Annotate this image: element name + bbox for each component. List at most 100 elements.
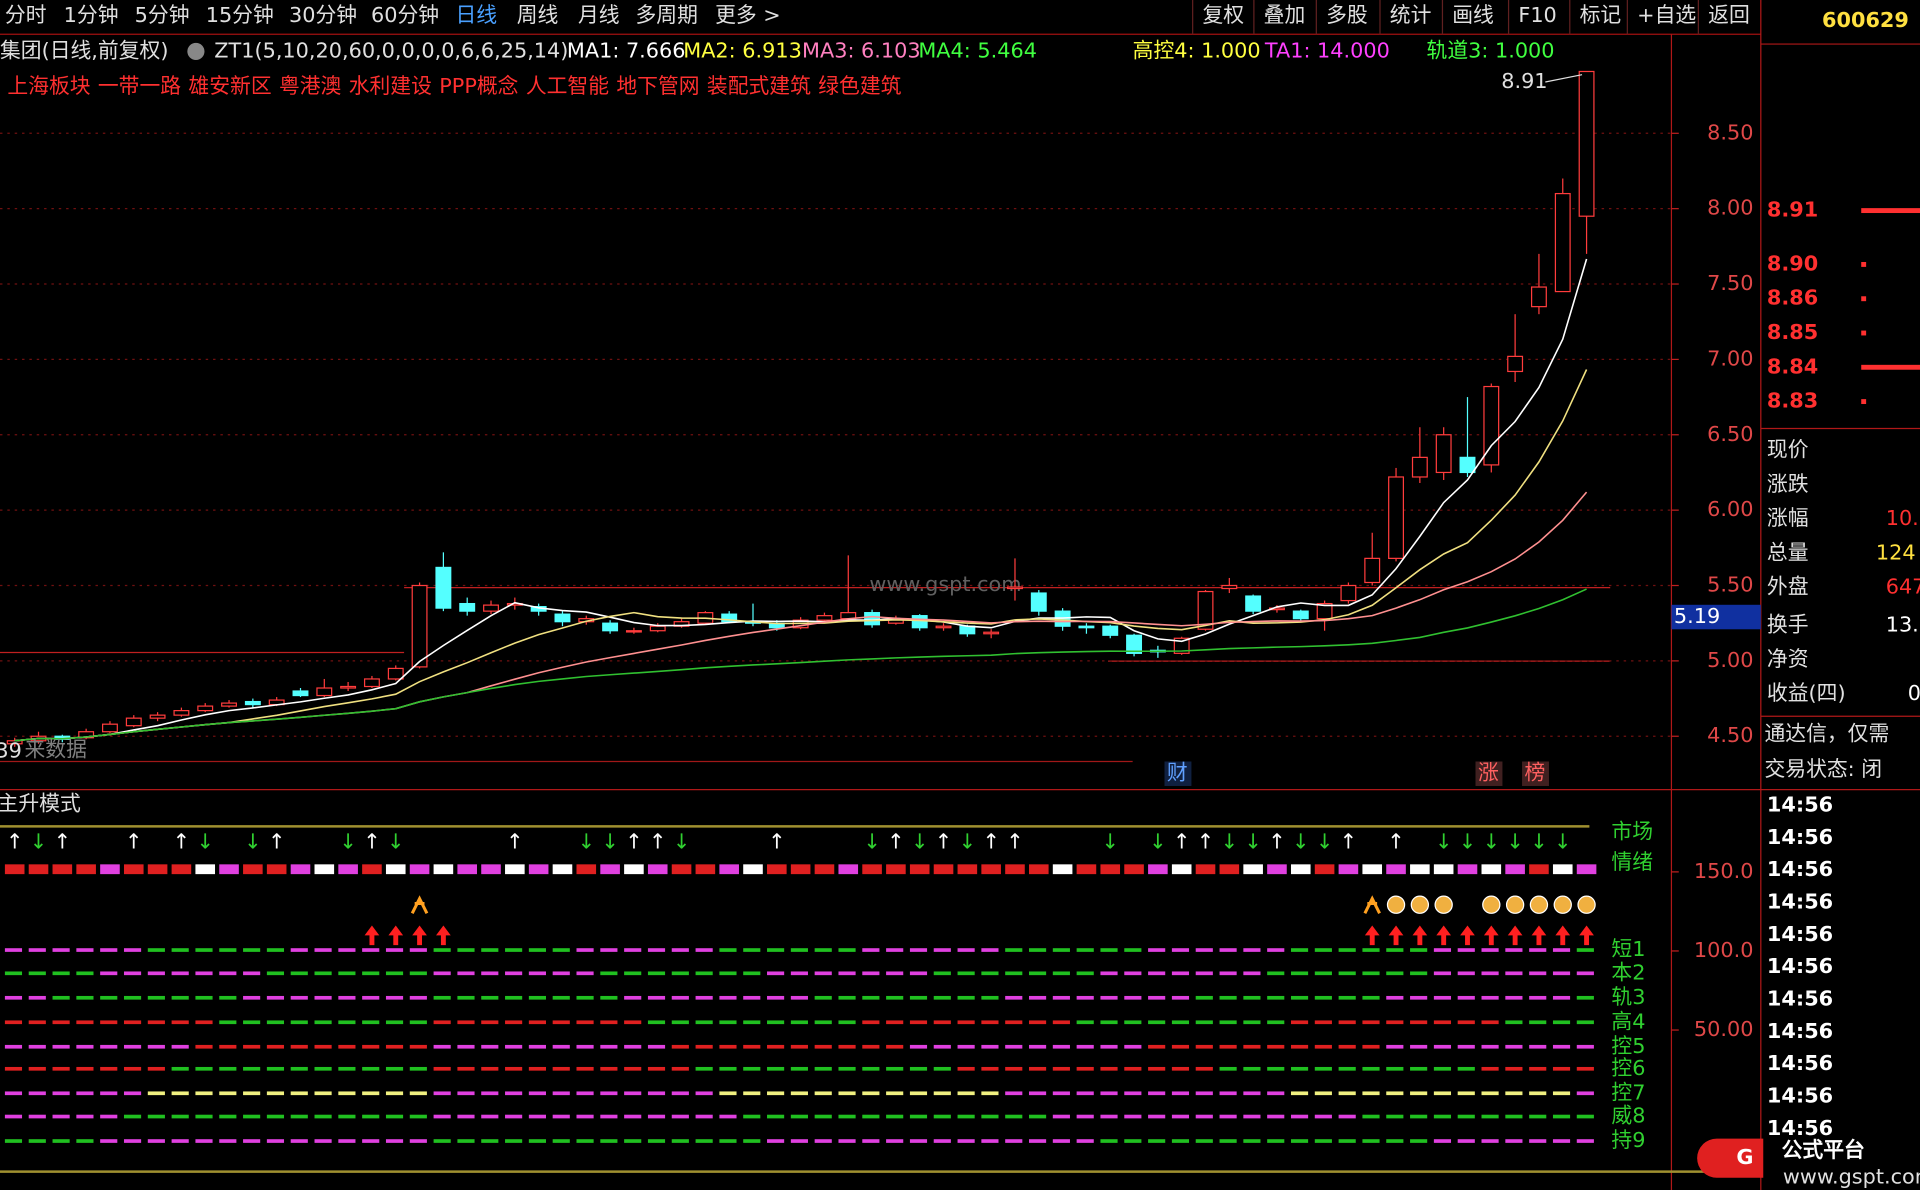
state-dash (385, 995, 404, 1000)
state-dash (4, 1020, 23, 1025)
state-dash (1076, 1139, 1094, 1143)
state-dash (957, 1091, 975, 1096)
mood-block (171, 864, 192, 875)
state-dash (290, 1091, 308, 1096)
state-dash (1195, 1044, 1213, 1049)
trade-time: 14:56 (1767, 1083, 1833, 1107)
state-dash (1481, 971, 1499, 976)
state-dash (719, 1091, 737, 1096)
state-dash (838, 948, 856, 952)
state-dash (338, 1114, 356, 1119)
row-label: 高4 (1611, 1009, 1645, 1033)
state-dash (195, 971, 213, 976)
state-dash (1029, 1020, 1047, 1025)
signal-arrow: ↑ (982, 829, 999, 853)
period-tab: 1分钟 (64, 3, 119, 27)
state-dash (314, 1091, 332, 1096)
y-tick-label: 7.00 (1707, 346, 1753, 370)
candle-body (1102, 625, 1119, 636)
state-dash (647, 1044, 666, 1049)
y-tick-label: 5.00 (1707, 648, 1753, 672)
state-dash (1505, 948, 1523, 952)
state-dash (505, 1066, 523, 1071)
state-dash (76, 948, 94, 952)
state-dash (886, 995, 904, 1000)
state-dash (147, 971, 165, 976)
mood-block (528, 864, 549, 875)
event-marker: 财 (1167, 761, 1188, 785)
event-marker-box (1522, 761, 1549, 786)
event-marker: 榜 (1524, 761, 1545, 785)
mood-block (671, 864, 692, 875)
trade-time: 14:56 (1767, 1019, 1833, 1043)
state-dash (790, 1139, 808, 1143)
signal-arrow: ↓ (1244, 829, 1261, 853)
state-dash (838, 1066, 856, 1071)
state-dash (505, 1114, 523, 1119)
state-dash (1386, 1066, 1404, 1071)
state-dash (1171, 1091, 1190, 1096)
state-dash (314, 1114, 332, 1119)
state-dash (1195, 1114, 1213, 1119)
toolbar-button: 多股 (1326, 3, 1368, 27)
state-dash (1100, 1091, 1118, 1096)
state-dash (219, 1066, 237, 1071)
state-dash (1076, 1044, 1094, 1049)
state-dash (1386, 995, 1404, 1000)
state-dash (933, 1066, 951, 1071)
state-dash (1290, 1066, 1309, 1071)
state-dash (123, 1066, 142, 1071)
state-dash (933, 1044, 951, 1049)
mood-block (28, 864, 49, 875)
state-dash (290, 971, 308, 976)
state-dash (1386, 1020, 1404, 1025)
state-dash (123, 995, 142, 1000)
state-dash (219, 971, 237, 976)
field-name: 总量 (1767, 540, 1809, 564)
state-dash (1338, 1066, 1356, 1071)
candle-body (173, 710, 190, 716)
watermark: www.gspt.com (869, 572, 1021, 596)
state-dash (100, 1066, 118, 1071)
state-dash (1576, 1066, 1594, 1071)
state-dash (457, 1066, 475, 1071)
state-dash (886, 1066, 904, 1071)
state-dash (576, 995, 594, 1000)
state-dash (266, 1066, 285, 1071)
signal-arrow: ↑ (1173, 829, 1190, 853)
state-dash (886, 1020, 904, 1025)
state-dash (1148, 995, 1166, 1000)
state-dash (957, 948, 975, 952)
toolbar-button: 返回 (1708, 3, 1750, 27)
state-dash (243, 1066, 261, 1071)
state-dash (4, 948, 23, 952)
state-dash (338, 995, 356, 1000)
state-dash (1124, 1020, 1142, 1025)
mood-block (909, 864, 930, 875)
candle-body (1221, 584, 1238, 590)
state-dash (838, 995, 856, 1000)
state-dash (790, 995, 808, 1000)
state-dash (1433, 1091, 1452, 1096)
concept-tag: 地下管网 (616, 74, 699, 98)
mood-block (1338, 864, 1359, 875)
state-dash (1529, 1139, 1547, 1143)
state-dash (743, 1114, 761, 1119)
state-dash (1552, 1114, 1571, 1119)
state-dash (1243, 1091, 1261, 1096)
state-dash (576, 1091, 594, 1096)
state-dash (1100, 948, 1118, 952)
state-dash (767, 948, 785, 952)
state-dash (1410, 1044, 1428, 1049)
state-dash (1195, 971, 1213, 976)
candle-body (1245, 595, 1262, 612)
state-dash (1290, 971, 1309, 976)
state-dash (266, 1114, 285, 1119)
ma-value: MA2: 6.913 (683, 38, 802, 62)
mood-block (1195, 864, 1216, 875)
state-dash (338, 1091, 356, 1096)
state-dash (1100, 1114, 1118, 1119)
state-dash (1195, 1066, 1213, 1071)
state-dash (314, 1020, 332, 1025)
